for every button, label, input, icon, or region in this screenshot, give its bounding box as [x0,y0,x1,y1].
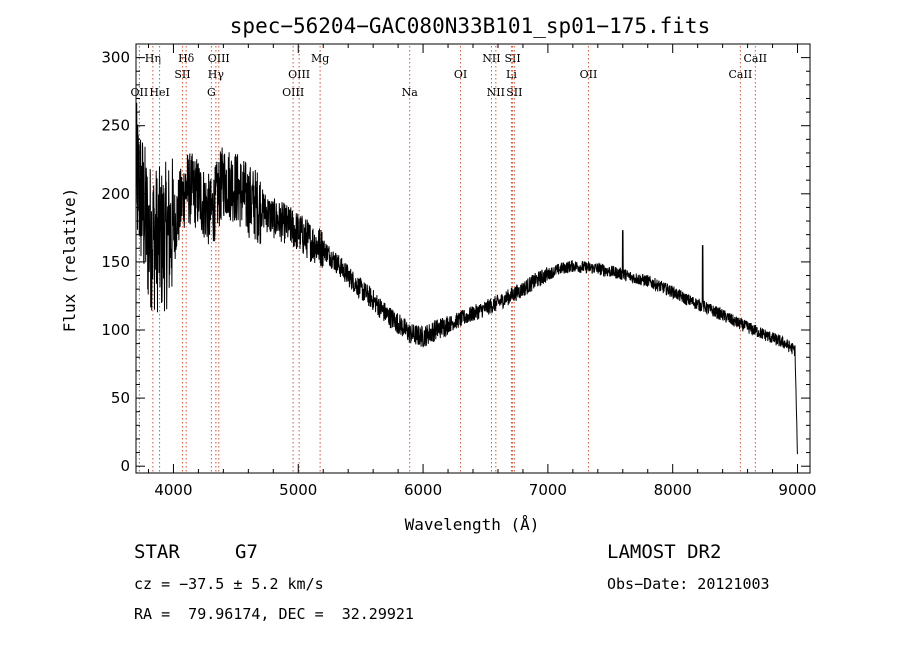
x-tick-label: 7000 [529,481,567,499]
line-marker-label: OIII [288,68,310,81]
line-marker-label: SII [174,68,190,81]
spectrum-line [135,102,798,455]
x-tick-label: 6000 [404,481,442,499]
line-marker-label: NII [487,86,505,99]
line-marker-label: Hη [145,52,161,65]
y-tick-label: 50 [111,389,130,407]
x-tick-label: 5000 [279,481,317,499]
line-marker-label: SII [504,52,520,65]
line-marker-label: OII [131,86,149,99]
line-marker-label: OI [454,68,467,81]
line-marker-label: OIII [208,52,230,65]
spectral-subclass: G7 [235,541,258,563]
x-tick-label: 9000 [778,481,816,499]
x-axis-label: Wavelength (Å) [405,515,540,534]
survey-name: LAMOST DR2 [607,541,722,563]
line-marker-label: G [207,86,216,99]
line-marker-label: Li [506,68,517,81]
y-tick-label: 150 [101,253,130,271]
chart-title: spec−56204−GAC080N33B101_sp01−175.fits [230,14,710,38]
y-tick-label: 250 [101,117,130,135]
plot-frame [135,43,811,474]
y-tick-label: 0 [120,457,130,475]
line-marker-label: HeI [149,86,169,99]
y-axis-label: Flux (relative) [60,188,79,333]
line-marker-label: SII [506,86,522,99]
line-marker-label: NII [482,52,500,65]
line-marker-label: Mg [311,52,329,65]
coordinates-text: RA = 79.96174, DEC = 32.29921 [134,605,414,623]
line-marker-label: Na [402,86,419,99]
line-marker-label: OIII [282,86,304,99]
object-class: STAR [134,541,180,563]
line-marker-label: CaII [729,68,753,81]
y-tick-label: 200 [101,185,130,203]
x-tick-label: 4000 [154,481,192,499]
redshift-text: cz = −37.5 ± 5.2 km/s [134,575,324,593]
x-tick-label: 8000 [654,481,692,499]
line-marker-label: CaII [743,52,767,65]
observation-date: Obs−Date: 20121003 [607,575,770,593]
line-marker-label: OII [580,68,598,81]
line-marker-label: Hγ [208,68,225,81]
y-tick-label: 100 [101,321,130,339]
y-tick-label: 300 [101,49,130,67]
line-marker-label: Hδ [178,52,195,65]
